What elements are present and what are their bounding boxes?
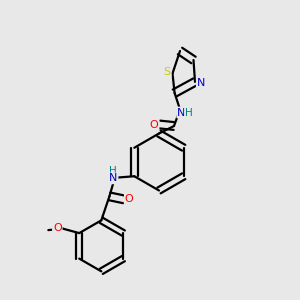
Text: O: O (53, 223, 62, 233)
Text: O: O (150, 119, 159, 130)
Text: H: H (185, 107, 193, 118)
Text: O: O (125, 194, 134, 204)
Text: S: S (164, 67, 171, 77)
Text: N: N (197, 77, 205, 88)
Text: N: N (109, 173, 118, 183)
Text: N: N (177, 107, 186, 118)
Text: H: H (110, 166, 117, 176)
